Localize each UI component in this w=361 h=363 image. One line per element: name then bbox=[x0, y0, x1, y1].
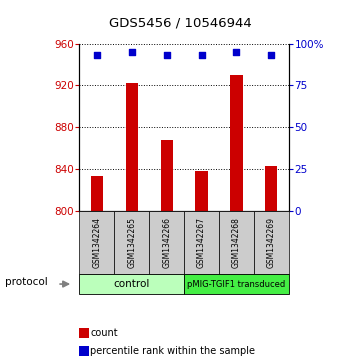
Text: GSM1342268: GSM1342268 bbox=[232, 217, 241, 268]
Text: percentile rank within the sample: percentile rank within the sample bbox=[90, 346, 255, 356]
Text: GSM1342264: GSM1342264 bbox=[92, 217, 101, 268]
Point bbox=[129, 49, 135, 55]
Bar bbox=[149, 211, 184, 274]
Bar bbox=[91, 176, 103, 211]
Bar bbox=[230, 75, 243, 211]
Point bbox=[234, 49, 239, 55]
Point bbox=[199, 52, 204, 58]
Bar bbox=[114, 211, 149, 274]
Text: GSM1342266: GSM1342266 bbox=[162, 217, 171, 268]
Bar bbox=[254, 211, 289, 274]
Text: GSM1342267: GSM1342267 bbox=[197, 217, 206, 268]
Point bbox=[269, 52, 274, 58]
Bar bbox=[79, 211, 114, 274]
Bar bbox=[195, 171, 208, 211]
Bar bbox=[126, 83, 138, 211]
Text: protocol: protocol bbox=[5, 277, 48, 287]
Text: count: count bbox=[90, 328, 118, 338]
Text: GDS5456 / 10546944: GDS5456 / 10546944 bbox=[109, 16, 252, 29]
Bar bbox=[79, 328, 89, 338]
Bar bbox=[161, 139, 173, 211]
Bar bbox=[79, 346, 89, 356]
Text: GSM1342265: GSM1342265 bbox=[127, 217, 136, 268]
Text: pMIG-TGIF1 transduced: pMIG-TGIF1 transduced bbox=[187, 280, 286, 289]
Point bbox=[164, 52, 170, 58]
Bar bbox=[184, 211, 219, 274]
Bar bbox=[184, 274, 289, 294]
Bar bbox=[265, 166, 278, 211]
Point bbox=[94, 52, 100, 58]
Bar bbox=[79, 274, 184, 294]
Bar bbox=[219, 211, 254, 274]
Text: GSM1342269: GSM1342269 bbox=[267, 217, 276, 268]
Text: control: control bbox=[114, 279, 150, 289]
